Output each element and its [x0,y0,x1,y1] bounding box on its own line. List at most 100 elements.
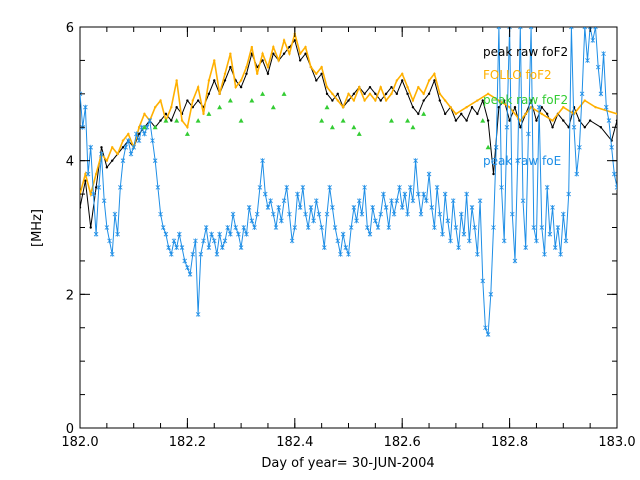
data-point [136,138,142,144]
data-point [250,45,254,49]
data-point [335,238,341,244]
data-point [422,99,425,102]
data-point [112,211,118,217]
data-point [472,225,477,230]
data-point [88,144,94,150]
data-point [209,231,214,237]
data-point [448,238,453,244]
data-point [551,119,554,122]
data-point [410,124,416,130]
data-point [272,52,275,55]
data-point [569,27,574,30]
data-point [315,72,318,75]
data-point [367,231,373,237]
data-point [574,171,580,177]
data-point [386,225,392,230]
data-point [518,27,523,30]
data-point [217,104,223,110]
data-point [566,191,571,197]
data-point [358,85,361,89]
data-point [331,99,334,102]
data-point [544,184,550,190]
data-point [585,57,590,63]
data-point [182,258,187,264]
legend-item-label: peak raw foF2 [483,45,568,59]
data-point [137,132,141,136]
data-point [303,211,308,217]
data-point [115,231,120,237]
data-point [111,146,114,149]
data-point [519,126,522,129]
data-point [94,172,98,176]
data-point [493,144,499,150]
data-point [488,291,494,297]
data-point [501,238,507,244]
data-point [311,218,316,224]
data-point [261,52,264,55]
data-point [563,238,569,244]
data-point [352,99,356,102]
data-point [127,132,130,136]
data-point [131,144,136,150]
data-point [236,231,241,237]
data-point [320,65,323,69]
data-point [159,119,162,122]
data-point [277,59,280,62]
data-point [406,85,409,89]
data-point [137,126,141,129]
y-tick-label: 6 [66,21,74,36]
data-point [351,204,357,210]
data-point [272,45,275,49]
data-point [229,65,232,69]
data-point [203,225,209,230]
data-point [260,91,266,96]
data-point [325,92,329,96]
data-point [300,184,306,190]
data-point [615,119,617,122]
data-point [476,99,479,102]
data-point [223,79,227,82]
data-point [239,79,243,82]
data-point [427,92,431,96]
data-point [362,184,367,190]
data-point [427,79,431,82]
data-point [562,106,565,109]
data-point [319,225,324,230]
data-point [155,184,161,190]
x-axis-title: Day of year= 30-JUN-2004 [261,456,434,471]
data-point [89,226,92,229]
data-point [99,151,104,157]
data-point [542,251,547,257]
data-point [388,118,394,123]
data-point [480,118,486,123]
data-point [261,59,264,62]
data-point [405,211,410,217]
data-point [534,238,539,244]
data-point [438,92,441,96]
data-point [508,119,511,122]
data-point [374,99,377,102]
data-point [222,238,228,244]
data-point [260,158,265,164]
data-point [531,225,537,230]
data-point [180,119,184,122]
data-point [378,211,384,217]
data-point [402,191,408,197]
data-point [104,225,110,230]
data-point [453,225,459,230]
data-point [298,59,302,62]
y-tick-label: 4 [66,155,74,170]
data-point [395,92,399,96]
data-point [406,92,409,96]
data-point [477,198,483,204]
data-point [152,124,158,130]
data-point [599,126,603,129]
data-point [449,106,452,109]
data-point [368,92,372,96]
data-point [504,124,510,130]
data-point [373,218,378,224]
data-point [370,204,375,210]
data-point [410,198,416,204]
data-point [343,245,349,251]
data-point [164,112,168,116]
